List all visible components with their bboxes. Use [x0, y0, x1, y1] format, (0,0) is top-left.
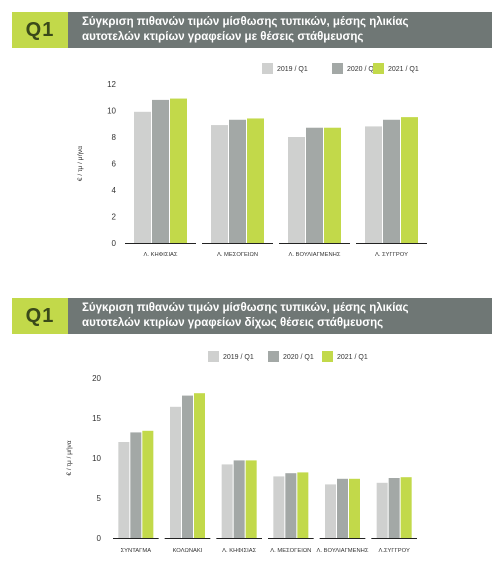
bar	[170, 98, 187, 243]
y-tick-label: 4	[112, 186, 117, 195]
y-tick-label: 10	[107, 107, 116, 116]
legend-swatch	[322, 351, 333, 362]
y-tick-label: 8	[112, 133, 117, 142]
bar	[194, 393, 205, 538]
section-title-line2: αυτοτελών κτιρίων γραφείων με θέσεις στά…	[82, 31, 364, 43]
bar	[297, 472, 309, 538]
x-tick-label: Λ. ΚΗΦΙΣΙΑΣ	[222, 548, 256, 554]
legend-swatch	[268, 351, 279, 362]
bar	[229, 119, 246, 243]
y-tick-label: 5	[97, 494, 102, 503]
section-title-line1: Σύγκριση πιθανών τιμών μίσθωσης τυπικών,…	[82, 16, 409, 28]
section-title-line2: αυτοτελών κτιρίων γραφείων δίχως θέσεις …	[82, 317, 384, 329]
bar	[221, 464, 233, 538]
quarter-badge: Q1	[12, 298, 68, 334]
bar	[118, 442, 130, 538]
y-tick-label: 20	[92, 374, 101, 383]
bar	[130, 432, 142, 538]
bar	[152, 99, 169, 244]
bar	[401, 117, 418, 243]
x-tick-label: Λ. ΒΟΥΛΙΑΓΜΕΝΗΣ	[289, 252, 341, 258]
legend-label: 2019 / Q1	[277, 66, 308, 73]
y-tick-label: 6	[112, 160, 117, 169]
y-tick-label: 10	[92, 454, 101, 463]
legend-swatch	[262, 63, 273, 74]
x-tick-label: Λ. ΜΕΣΟΓΕΙΩΝ	[270, 548, 311, 554]
chart-panel-with-parking: Q1 Σύγκριση πιθανών τιμών μίσθωσης τυπικ…	[0, 0, 500, 280]
quarter-badge: Q1	[12, 12, 68, 48]
bar	[245, 460, 257, 538]
chart-legend: 2019 / Q1 2020 / Q1 2021 / Q1	[208, 351, 368, 362]
chart-legend: 2019 / Q1 2020 / Q1 2021 / Q1	[262, 63, 419, 74]
bar	[233, 460, 245, 538]
bar-chart-without-parking: 2019 / Q1 2020 / Q1 2021 / Q1 € / τμ / μήνα…	[66, 351, 417, 554]
bar	[285, 473, 297, 538]
bar	[349, 478, 360, 538]
y-tick-label: 15	[92, 414, 101, 423]
chart-panel-without-parking: Q1 Σύγκριση πιθανών τιμών μίσθωσης τυπικ…	[0, 280, 500, 562]
bar	[170, 406, 181, 538]
bar	[365, 126, 382, 243]
bar	[388, 478, 400, 538]
legend-swatch	[208, 351, 219, 362]
bar	[247, 118, 264, 243]
bar	[324, 127, 341, 243]
legend-swatch	[373, 63, 384, 74]
bar	[182, 395, 193, 538]
bar-chart-with-parking: 2019 / Q1 2020 / Q1 2021 / Q1 € / τμ / μήνα…	[77, 63, 427, 258]
bar	[383, 119, 400, 243]
bar	[376, 482, 388, 538]
section-header: Q1 Σύγκριση πιθανών τιμών μίσθωσης τυπικ…	[12, 12, 492, 48]
bar	[142, 430, 154, 538]
y-tick-label: 0	[97, 534, 102, 543]
y-axis-label: € / τμ / μήνα	[77, 146, 84, 181]
bar	[306, 127, 323, 243]
legend-label: 2021 / Q1	[337, 354, 368, 361]
x-tick-label: Λ.ΣΥΓΓΡΟΥ	[378, 548, 410, 554]
x-tick-label: Λ. ΣΥΓΓΡΟΥ	[375, 252, 408, 258]
section-title: Σύγκριση πιθανών τιμών μίσθωσης τυπικών,…	[82, 15, 486, 45]
bar	[211, 125, 228, 243]
bar	[273, 476, 285, 538]
y-axis-label: € / τμ / μήνα	[66, 440, 73, 475]
legend-label: 2019 / Q1	[223, 354, 254, 361]
bar	[337, 478, 348, 538]
section-title: Σύγκριση πιθανών τιμών μίσθωσης τυπικών,…	[82, 301, 486, 331]
section-title-line1: Σύγκριση πιθανών τιμών μίσθωσης τυπικών,…	[82, 302, 409, 314]
y-tick-label: 0	[112, 239, 117, 248]
bar	[325, 484, 336, 538]
legend-label: 2021 / Q1	[388, 66, 419, 73]
legend-swatch	[332, 63, 343, 74]
bar	[288, 137, 305, 243]
bar	[400, 477, 412, 538]
bar	[134, 111, 151, 243]
x-tick-label: Λ. ΚΗΦΙΣΙΑΣ	[143, 252, 177, 258]
x-tick-label: Λ. ΜΕΣΟΓΕΙΩΝ	[217, 252, 258, 258]
x-tick-label: ΚΟΛΩΝΑΚΙ	[173, 548, 203, 554]
x-tick-label: Λ. ΒΟΥΛΙΑΓΜΕΝΗΣ	[317, 548, 369, 554]
x-tick-label: ΣΥΝΤΑΓΜΑ	[121, 548, 152, 554]
legend-label: 2020 / Q1	[283, 354, 314, 361]
legend-label: 2020 / Q1	[347, 66, 378, 73]
y-tick-label: 2	[112, 213, 117, 222]
y-tick-label: 12	[107, 80, 116, 89]
section-header: Q1 Σύγκριση πιθανών τιμών μίσθωσης τυπικ…	[12, 298, 492, 334]
